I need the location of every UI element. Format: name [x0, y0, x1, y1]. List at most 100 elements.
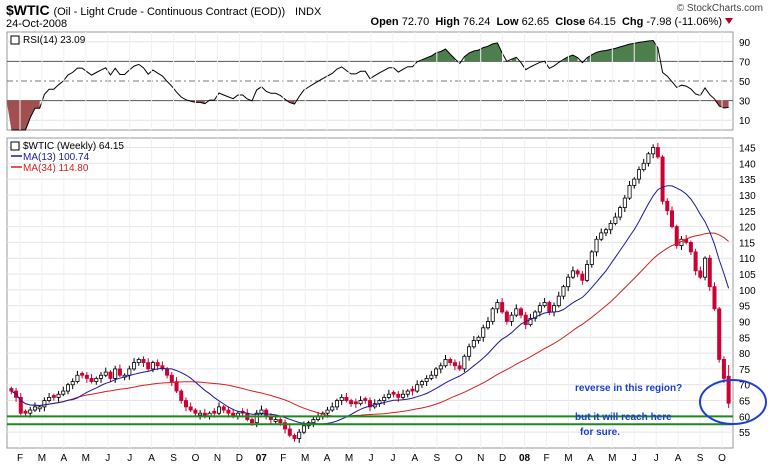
candle-body — [688, 241, 693, 253]
candle-body — [438, 365, 443, 370]
price-tick-label: 110 — [739, 254, 755, 265]
candle-body — [113, 368, 118, 379]
candle-body — [495, 302, 500, 310]
candle-body — [141, 359, 146, 363]
price-tick-label: 125 — [739, 207, 756, 218]
candle-body — [353, 401, 358, 405]
candle-body — [89, 378, 94, 382]
candle-body — [485, 321, 490, 329]
candle-body — [51, 395, 56, 398]
candle-body — [448, 359, 453, 363]
rsi-tick-label: 10 — [739, 116, 751, 127]
x-axis: F M A M J J A S O N D 07 F M A M J J A S O N D 08 F M A M J J A S O — [17, 453, 726, 464]
candle-body — [358, 400, 363, 405]
candle-body — [42, 400, 47, 408]
x-tick-label: S — [170, 453, 177, 464]
legend-symbol: $WTIC (Weekly) 64.15 — [23, 141, 124, 152]
candle-body — [136, 359, 141, 363]
candle-body — [500, 302, 505, 313]
rsi-tick-label: 30 — [739, 97, 751, 108]
candle-body — [703, 257, 708, 278]
candle-body — [32, 406, 37, 411]
candle-body — [9, 388, 14, 392]
candle-body — [443, 359, 448, 367]
x-tick-label: M — [82, 453, 90, 464]
candle-body — [424, 378, 429, 382]
candle-body — [651, 147, 656, 155]
chg-value: -7.98 (-11.06%) — [646, 16, 722, 28]
candle-body — [589, 251, 594, 265]
price-tick-label: 55 — [739, 428, 751, 439]
candle-body — [226, 409, 231, 414]
candle-body — [434, 368, 439, 376]
annotation-reverse: reverse in this region? — [575, 383, 682, 394]
legend-ma34: MA(34) 114.80 — [23, 163, 89, 174]
candle-body — [660, 156, 665, 202]
candle-body — [504, 311, 509, 322]
rsi-overbought-fill — [511, 57, 517, 62]
candle-body — [646, 153, 651, 164]
candle-body — [339, 396, 344, 401]
price-tick-label: 80 — [739, 349, 751, 360]
x-tick-label: J — [654, 453, 659, 464]
candle-body — [457, 365, 462, 370]
rsi-overbought-fill — [563, 55, 578, 62]
candle-body — [363, 398, 368, 401]
close-label: Close — [555, 16, 586, 28]
x-tick-label: A — [324, 453, 331, 464]
price-tick-label: 60 — [739, 412, 751, 423]
rsi-oversold-fill — [6, 100, 40, 130]
candle-body — [216, 406, 221, 414]
candle-body — [65, 384, 70, 392]
candle-body — [655, 147, 660, 158]
candle-body — [698, 270, 703, 278]
candle-body — [476, 336, 481, 341]
candle-body — [174, 381, 179, 392]
candle-body — [212, 410, 217, 414]
candle-body — [75, 374, 80, 382]
candle-body — [292, 434, 297, 439]
x-tick-label: M — [345, 453, 353, 464]
rsi-tick-label: 50 — [739, 77, 751, 88]
price-tick-label: 90 — [739, 317, 751, 328]
candle-body — [80, 372, 85, 376]
candle-body — [627, 185, 632, 199]
legend-ma13: MA(13) 100.74 — [23, 152, 90, 163]
candle-body — [693, 251, 698, 272]
rsi-label: RSI(14) 23.09 — [23, 35, 86, 46]
candle-body — [349, 400, 354, 405]
candle-body — [575, 270, 580, 275]
rsi-overbought-fill — [587, 40, 658, 62]
x-tick-label: M — [301, 453, 309, 464]
candle-body — [330, 406, 335, 411]
rsi-tick-label: 70 — [739, 57, 751, 68]
candle-body — [367, 400, 372, 408]
low-label: Low — [496, 16, 519, 28]
price-tick-label: 70 — [739, 381, 751, 392]
price-tick-label: 145 — [739, 143, 756, 154]
annotation-reach-1: but it will reach here — [575, 412, 672, 423]
x-tick-label: A — [675, 453, 682, 464]
candle-body — [94, 378, 99, 382]
chg-label: Chg — [621, 16, 644, 28]
candle-body — [117, 368, 122, 376]
candle-body — [471, 340, 476, 348]
candle-body — [717, 308, 722, 360]
price-legend-icon — [10, 141, 20, 151]
down-triangle-icon — [725, 18, 733, 24]
candle-body — [155, 362, 160, 367]
high-value: 76.24 — [462, 16, 491, 28]
candle-body — [127, 368, 132, 376]
x-tick-label: 07 — [256, 453, 268, 464]
candles — [9, 143, 731, 443]
candle-body — [103, 371, 108, 376]
candle-body — [254, 412, 259, 424]
price-legend: $WTIC (Weekly) 64.15 MA(13) 100.74 MA(34… — [10, 141, 124, 174]
chart-title: $WTIC (Oil - Light Crude - Continuous Co… — [6, 2, 321, 18]
rsi-axis: 90 70 50 30 10 — [739, 38, 751, 127]
candle-body — [179, 390, 184, 401]
open-value: 72.70 — [401, 16, 430, 28]
candle-body — [670, 210, 675, 227]
candle-body — [613, 216, 618, 224]
x-tick-label: J — [390, 453, 395, 464]
